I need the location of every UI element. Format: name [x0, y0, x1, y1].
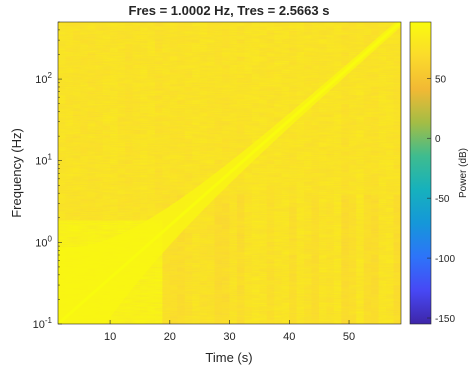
chart-title: Fres = 1.0002 Hz, Tres = 2.5663 s [129, 3, 330, 18]
y-tick-label: 102 [35, 71, 52, 86]
x-tick-label: 30 [223, 331, 235, 343]
x-tick-label: 20 [164, 331, 176, 343]
colorbar-gradient [409, 21, 432, 325]
colorbar-tick-label: -150 [435, 314, 455, 325]
chirp-ridge-line [58, 22, 401, 324]
plot-area [57, 21, 402, 325]
x-axis-label: Time (s) [205, 350, 252, 365]
y-axis: 10-1 100 101 102 [33, 21, 62, 331]
colorbar: 50 0 -50 -100 -150 Power (dB) [409, 21, 469, 325]
colorbar-label: Power (dB) [458, 148, 469, 198]
colorbar-tick-label: -50 [435, 194, 450, 205]
colorbar-tick-label: 50 [435, 74, 447, 85]
x-axis: 10 20 30 40 50 [104, 320, 355, 343]
colorbar-tick-label: -100 [435, 254, 455, 265]
chirp-ridge [58, 22, 401, 324]
colorbar-tick-label: 0 [435, 134, 441, 145]
y-tick-label: 10-1 [33, 316, 53, 331]
y-tick-label: 100 [35, 234, 52, 249]
x-tick-label: 40 [283, 331, 295, 343]
x-tick-label: 50 [343, 331, 355, 343]
y-axis-label: Frequency (Hz) [9, 128, 24, 218]
colorbar-ticks: 50 0 -50 -100 -150 [427, 74, 455, 325]
y-tick-label: 101 [35, 153, 52, 168]
x-tick-label: 10 [104, 331, 116, 343]
